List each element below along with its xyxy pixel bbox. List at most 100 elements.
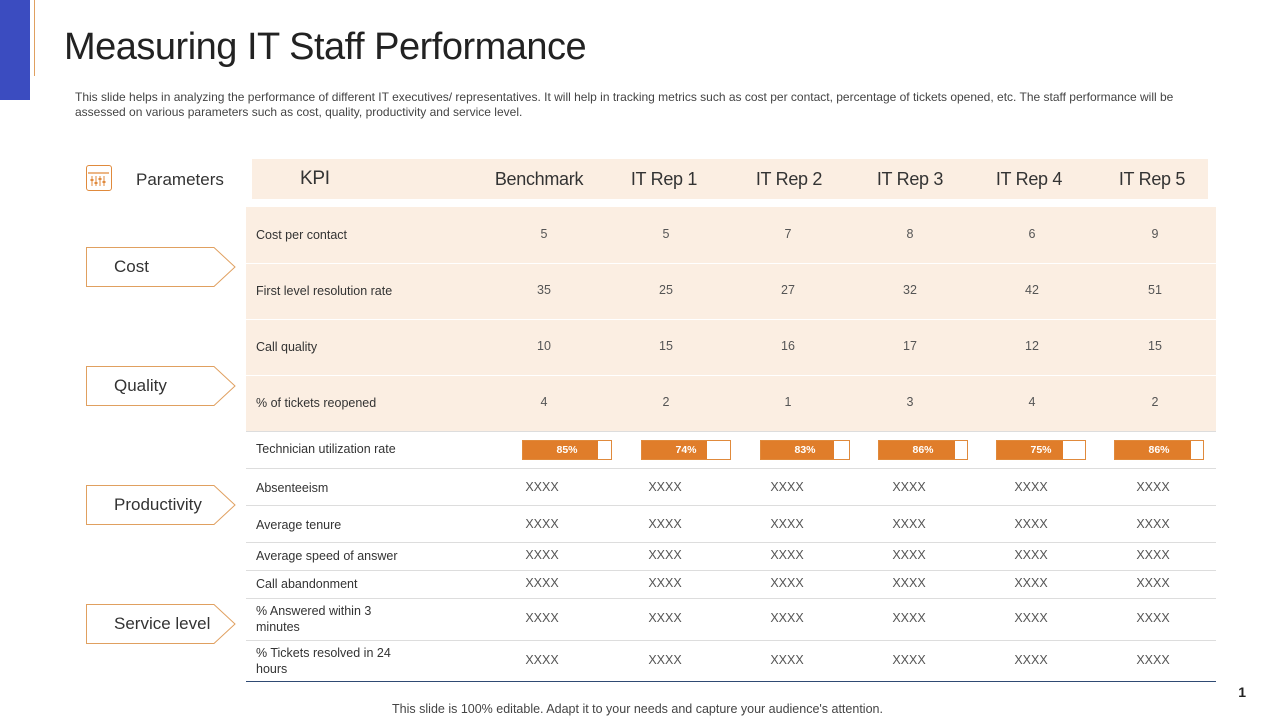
utilization-fill [523, 441, 598, 459]
header-it-rep-3: IT Rep 3 [876, 169, 944, 189]
row-label: % Answered within 3 minutes [256, 604, 372, 634]
table-row: Call quality 10 15 16 17 12 15 [246, 319, 1216, 376]
utilization-value: 83% [794, 444, 816, 456]
row-label: First level resolution rate [256, 284, 393, 298]
cell-rep-2: 1 [784, 395, 792, 409]
param-tab-quality: Quality [86, 366, 236, 406]
cell-benchmark: XXXX [525, 611, 559, 625]
accent-bar [0, 0, 30, 100]
cell-rep-4: XXXX [1014, 480, 1048, 494]
utilization-fill [761, 441, 835, 459]
cell-rep-5: XXXX [1136, 548, 1170, 562]
utilization-bar-benchmark: 85% [522, 440, 612, 460]
table-row: % of tickets reopened 4 2 1 3 4 2 [246, 375, 1216, 432]
header-it-rep-2: IT Rep 2 [755, 169, 823, 189]
cell-rep-4: 4 [1028, 395, 1036, 409]
cell-rep-1: XXXX [648, 548, 682, 562]
cell-rep-1: XXXX [648, 517, 682, 531]
cell-rep-5: XXXX [1136, 517, 1170, 531]
table-row: Average speed of answer XXXX XXXX XXXX X… [246, 542, 1216, 571]
param-tab-service-level: Service level [86, 604, 236, 644]
cell-rep-2: XXXX [770, 653, 804, 667]
row-label: % of tickets reopened [256, 396, 377, 410]
cell-rep-2: 16 [781, 339, 795, 353]
cell-benchmark: 10 [537, 339, 551, 353]
header-it-rep-4: IT Rep 4 [995, 169, 1063, 189]
sliders-icon [86, 165, 112, 191]
cell-rep-4: 12 [1025, 339, 1039, 353]
cell-rep-2: XXXX [770, 576, 804, 590]
cell-rep-3: XXXX [892, 517, 926, 531]
cell-rep-1: XXXX [648, 480, 682, 494]
cell-rep-5: XXXX [1136, 653, 1170, 667]
cell-rep-4: XXXX [1014, 548, 1048, 562]
cell-rep-1: XXXX [648, 653, 682, 667]
parameters-label: Parameters [136, 170, 224, 189]
cell-benchmark: XXXX [525, 653, 559, 667]
cell-rep-1: 15 [659, 339, 673, 353]
cell-rep-2: XXXX [770, 548, 804, 562]
param-tab-cost: Cost [86, 247, 236, 287]
param-label: Cost [114, 257, 149, 276]
param-tab-productivity: Productivity [86, 485, 236, 525]
table-row: Technician utilization rate [246, 431, 1216, 469]
cell-rep-5: 9 [1151, 227, 1159, 241]
cell-rep-2: 27 [781, 283, 795, 297]
cell-rep-3: 32 [903, 283, 917, 297]
header-it-rep-5: IT Rep 5 [1118, 169, 1186, 189]
row-label: Call abandonment [256, 577, 358, 591]
row-label: Technician utilization rate [256, 442, 396, 456]
cell-rep-5: 2 [1151, 395, 1159, 409]
utilization-fill [879, 441, 955, 459]
row-label: Cost per contact [256, 228, 348, 242]
table-row: Cost per contact 5 5 7 8 6 9 [246, 207, 1216, 264]
cell-rep-5: XXXX [1136, 480, 1170, 494]
cell-benchmark: XXXX [525, 480, 559, 494]
cell-rep-1: 2 [662, 395, 670, 409]
header-kpi: KPI [300, 168, 330, 189]
cell-rep-1: 25 [659, 283, 673, 297]
row-label: Absenteeism [256, 481, 329, 495]
utilization-fill [642, 441, 708, 459]
cell-rep-4: XXXX [1014, 517, 1048, 531]
cell-rep-1: 5 [662, 227, 670, 241]
cell-rep-3: XXXX [892, 611, 926, 625]
cell-rep-3: XXXX [892, 480, 926, 494]
page-subtitle: This slide helps in analyzing the perfor… [75, 90, 1174, 119]
cell-rep-5: 15 [1148, 339, 1162, 353]
utilization-bar-rep-4: 75% [996, 440, 1086, 460]
cell-rep-2: XXXX [770, 480, 804, 494]
cell-rep-3: XXXX [892, 653, 926, 667]
row-label: Average tenure [256, 518, 342, 532]
cell-rep-4: XXXX [1014, 576, 1048, 590]
utilization-fill [1115, 441, 1191, 459]
cell-rep-3: 3 [906, 395, 914, 409]
cell-rep-3: XXXX [892, 576, 926, 590]
utilization-bar-rep-1: 74% [641, 440, 731, 460]
utilization-bar-rep-3: 86% [878, 440, 968, 460]
cell-rep-5: XXXX [1136, 611, 1170, 625]
cell-rep-5: 51 [1148, 283, 1162, 297]
row-label: % Tickets resolved in 24 hours [256, 646, 391, 676]
table-row: Absenteeism XXXX XXXX XXXX XXXX XXXX XXX… [246, 468, 1216, 506]
row-label: Average speed of answer [256, 549, 398, 563]
cell-rep-2: XXXX [770, 611, 804, 625]
table-row: % Answered within 3 minutes XXXX XXXX XX… [246, 598, 1216, 641]
page-title: Measuring IT Staff Performance [64, 26, 587, 68]
table-row: First level resolution rate 35 25 27 32 … [246, 263, 1216, 320]
cell-benchmark: 35 [537, 283, 551, 297]
param-label: Productivity [114, 495, 202, 514]
table-row: Average tenure XXXX XXXX XXXX XXXX XXXX … [246, 505, 1216, 543]
utilization-value: 85% [556, 444, 578, 456]
page-number: 1 [1238, 684, 1246, 700]
param-label: Quality [114, 376, 167, 395]
cell-rep-4: 42 [1025, 283, 1039, 297]
cell-rep-3: 17 [903, 339, 917, 353]
cell-rep-2: XXXX [770, 517, 804, 531]
cell-benchmark: 4 [540, 395, 548, 409]
cell-rep-4: XXXX [1014, 653, 1048, 667]
footer-note: This slide is 100% editable. Adapt it to… [392, 702, 883, 716]
row-label: Call quality [256, 340, 318, 354]
table-row: % Tickets resolved in 24 hours XXXX XXXX… [246, 640, 1216, 682]
table-row: Call abandonment XXXX XXXX XXXX XXXX XXX… [246, 570, 1216, 599]
